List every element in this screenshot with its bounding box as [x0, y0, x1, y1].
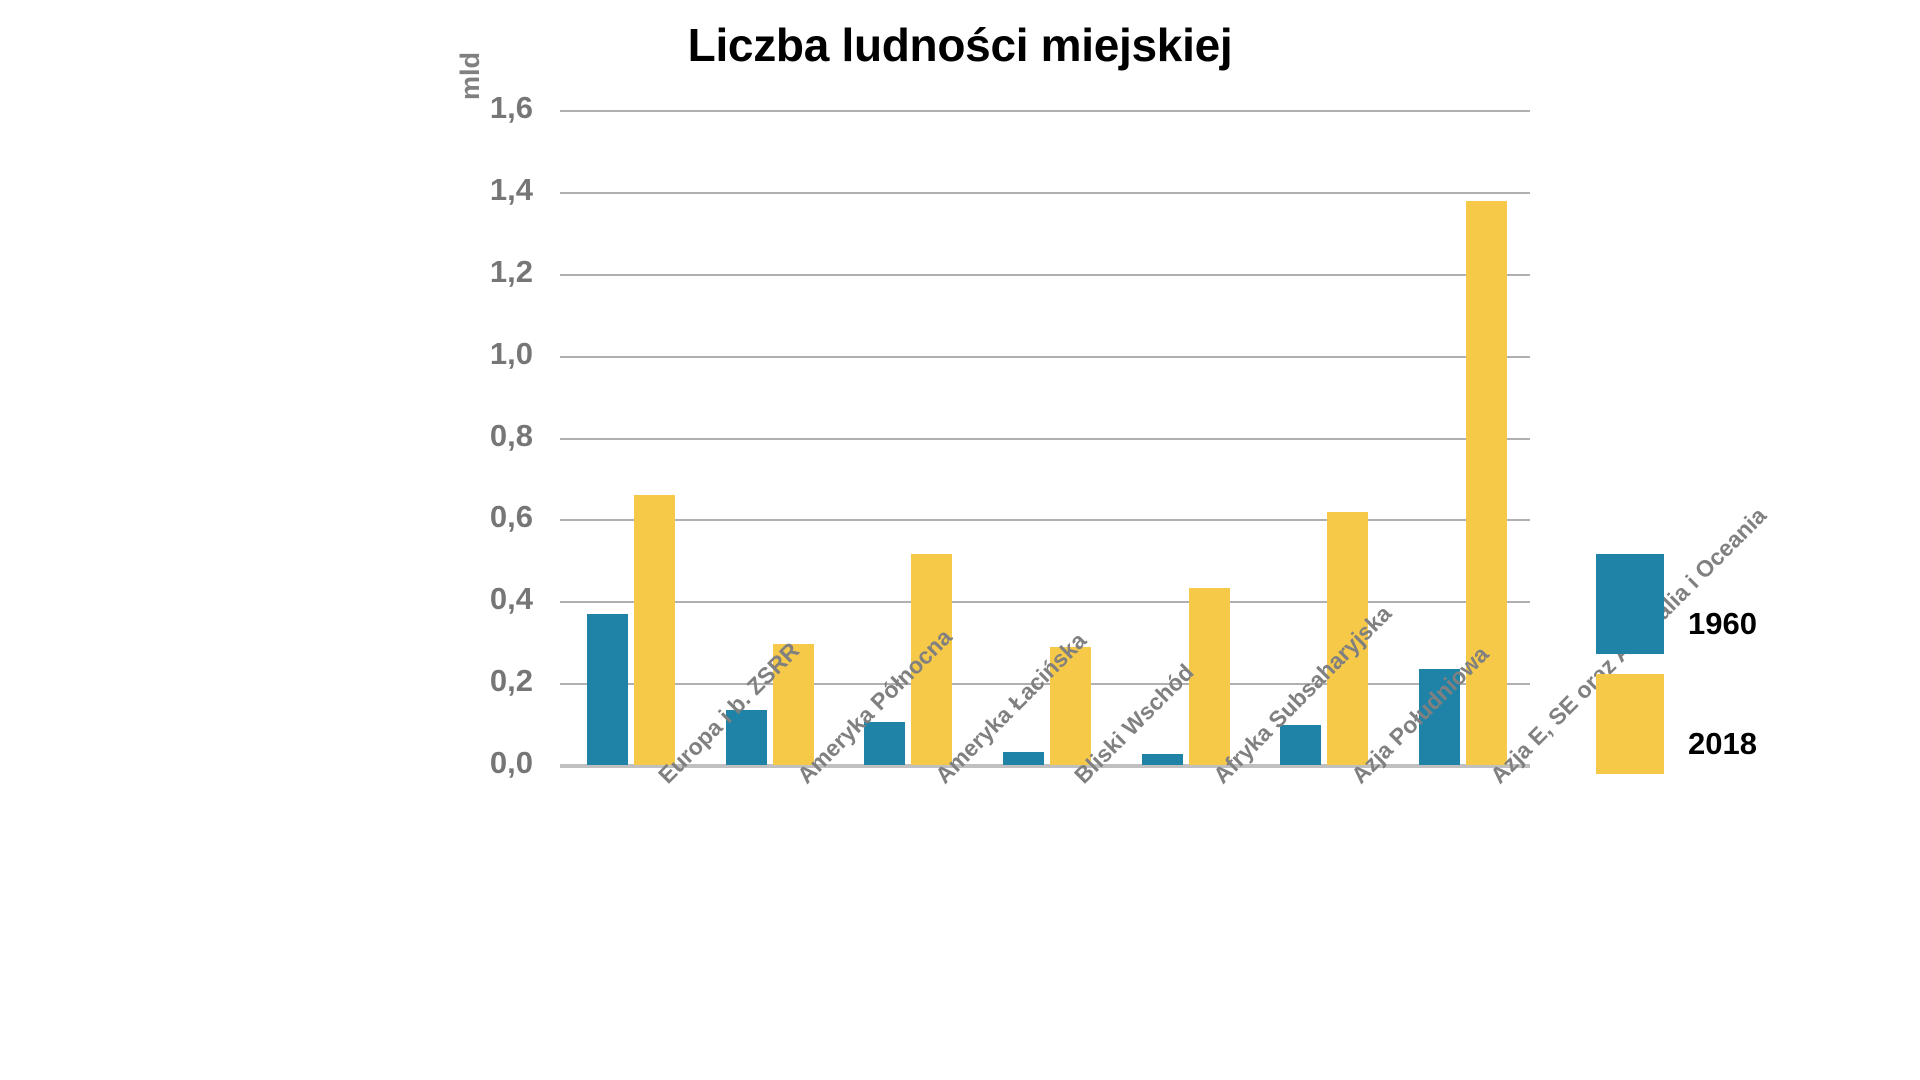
legend-label: 1960: [1688, 606, 1757, 641]
bar-group: [1418, 110, 1507, 765]
x-category-label: Azja E, SE oraz Australia i Oceania: [1484, 502, 1771, 789]
x-category-label: Ameryka Łacińska: [930, 627, 1092, 789]
bar-group: [864, 110, 953, 765]
plot-area: [560, 110, 1530, 768]
gridline: [560, 273, 1530, 276]
x-category-label: Bliski Wschód: [1069, 658, 1199, 789]
y-tick-label: 1,4: [489, 171, 533, 207]
legend-item[interactable]: 1960: [1596, 554, 1856, 674]
y-tick-label: 1,6: [489, 90, 533, 125]
gridline: [560, 764, 1530, 768]
gridline: [560, 519, 1530, 522]
x-category-label: Azja Południowa: [1346, 641, 1494, 789]
bar[interactable]: [1280, 724, 1322, 765]
y-tick-label: 1,0: [489, 335, 533, 371]
chart-title: Liczba ludności miejskiej: [687, 19, 1233, 71]
bar-group: [1003, 110, 1091, 765]
bar-group: [587, 110, 676, 765]
bar[interactable]: [911, 554, 953, 765]
legend-swatch: [1596, 554, 1664, 654]
gridline: [560, 683, 1530, 686]
gridline: [560, 191, 1530, 194]
y-tick-label: 0,4: [489, 581, 533, 617]
bar[interactable]: [634, 494, 676, 765]
y-tick-label: 1,2: [489, 253, 533, 289]
bar[interactable]: [1327, 512, 1369, 765]
gridline: [560, 355, 1530, 358]
y-tick-label: 0,8: [489, 417, 533, 453]
legend-label: 2018: [1688, 726, 1757, 761]
chart-legend: 1960 2018: [1596, 554, 1856, 794]
legend-item[interactable]: 2018: [1596, 674, 1856, 794]
bar[interactable]: [1418, 669, 1460, 765]
bar-group: [1141, 110, 1230, 765]
gridline: [560, 437, 1530, 440]
bar[interactable]: [725, 709, 767, 765]
x-category-label: Ameryka Północna: [791, 623, 957, 789]
bar[interactable]: [1050, 647, 1091, 765]
bar[interactable]: [772, 644, 814, 765]
bar[interactable]: [587, 613, 629, 765]
gridline: [560, 110, 1530, 112]
gridline: [560, 601, 1530, 604]
y-tick-label: 0,0: [489, 745, 533, 780]
x-category-label: Afryka Subsaharyjska: [1207, 600, 1396, 789]
y-tick-label: 0,6: [489, 499, 533, 535]
bar[interactable]: [1141, 753, 1183, 765]
bar-group: [1280, 110, 1369, 765]
y-axis-tick-labels: 1,6 1,4 1,2 1,0 0,8 0,6 0,4 0,2 0,0: [440, 90, 545, 780]
bar-group: [725, 110, 814, 765]
bar[interactable]: [1465, 200, 1507, 765]
bar[interactable]: [1188, 587, 1230, 765]
bar[interactable]: [1003, 751, 1044, 765]
x-category-label: Europa i b. ZSRR: [653, 637, 804, 789]
bar[interactable]: [864, 722, 906, 765]
x-axis-category-labels: Europa i b. ZSRRAmeryka PółnocnaAmeryka …: [560, 502, 1771, 1070]
y-tick-label: 0,2: [489, 663, 533, 699]
legend-swatch: [1596, 674, 1664, 774]
